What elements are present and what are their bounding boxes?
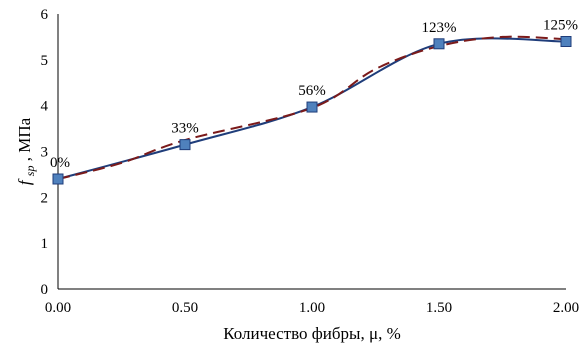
data-label: 33% <box>171 121 199 137</box>
x-tick-label: 0.00 <box>45 300 71 316</box>
axes <box>57 14 566 290</box>
y-tick-labels: 0 1 2 3 4 5 6 <box>41 7 49 298</box>
data-label: 123% <box>422 20 457 36</box>
y-tick-label: 3 <box>41 145 49 161</box>
trend-series-line <box>57 35 567 180</box>
x-tick-label: 0.50 <box>172 300 198 316</box>
data-labels-layer: 0% 33% 56% 123% 125% <box>50 18 578 172</box>
x-tick-label: 1.00 <box>299 300 325 316</box>
x-tick-labels: 0.00 0.50 1.00 1.50 2.00 <box>45 300 579 316</box>
data-label: 0% <box>50 155 70 171</box>
data-point-marker <box>306 101 318 113</box>
y-axis-title-unit: , МПа <box>15 117 34 161</box>
x-tick-label: 1.50 <box>426 300 452 316</box>
data-point-marker <box>433 38 445 50</box>
data-label: 56% <box>298 83 326 99</box>
y-tick-label: 2 <box>41 190 49 206</box>
y-tick-label: 5 <box>41 53 49 69</box>
y-axis-title-main: f <box>15 178 34 185</box>
x-axis-title: Количество фибры, μ, % <box>223 324 400 343</box>
markers-layer <box>52 36 572 185</box>
y-tick-label: 0 <box>41 282 49 298</box>
data-point-marker <box>52 173 64 185</box>
data-point-marker <box>179 139 191 151</box>
y-axis-title-sub: sp <box>23 166 37 177</box>
x-tick-label: 2.00 <box>553 300 579 316</box>
y-tick-label: 4 <box>41 99 49 115</box>
y-axis-title: f sp , МПа <box>15 117 38 185</box>
data-point-marker <box>560 36 572 47</box>
y-tick-label: 6 <box>41 7 49 23</box>
data-label: 125% <box>543 18 578 34</box>
y-tick-label: 1 <box>41 236 49 252</box>
